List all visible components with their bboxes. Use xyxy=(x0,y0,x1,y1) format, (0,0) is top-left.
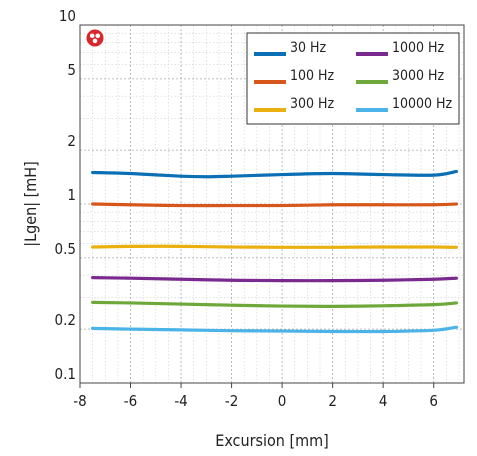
x-axis-title: Excursion [mm] xyxy=(215,431,329,450)
x-tick-label: 4 xyxy=(379,392,388,410)
series-line-100-hz xyxy=(91,202,459,208)
legend-label: 3000 Hz xyxy=(392,68,445,84)
y-axis-title: |Lgen| [mH] xyxy=(21,161,40,247)
x-tick-label: -2 xyxy=(225,392,238,410)
series-line-300-hz xyxy=(91,244,459,249)
legend-label: 300 Hz xyxy=(290,96,335,112)
series-line-30-hz xyxy=(91,169,459,179)
y-axis-ticks: 0.1 0.2 0.5 1 2 5 10 xyxy=(55,7,76,383)
plot-frame xyxy=(79,24,465,384)
legend-label: 10000 Hz xyxy=(392,96,453,112)
y-tick-label: 1 xyxy=(67,186,76,204)
legend-label: 1000 Hz xyxy=(392,40,445,56)
y-tick-label: 2 xyxy=(67,132,76,150)
y-tick-label: 0.1 xyxy=(55,365,76,383)
x-tick-label: -6 xyxy=(124,392,137,410)
legend: 30 Hz 100 Hz 300 Hz 1000 Hz 3000 Hz 10000 Hz xyxy=(246,32,460,125)
y-tick-label: 10 xyxy=(59,7,76,25)
x-tick-label: 0 xyxy=(278,392,287,410)
legend-label: 30 Hz xyxy=(290,40,326,56)
series-line-10000-hz xyxy=(91,325,459,334)
y-tick-label: 0.2 xyxy=(55,311,76,329)
series-line-3000-hz xyxy=(91,300,459,308)
y-tick-label: 0.5 xyxy=(55,240,76,258)
series-line-1000-hz xyxy=(91,276,459,283)
x-tick-label: 6 xyxy=(429,392,438,410)
legend-label: 100 Hz xyxy=(290,68,335,84)
series-lines xyxy=(91,169,459,334)
speaker-logo-icon xyxy=(86,29,104,47)
x-axis-ticks: -8 -6 -4 -2 0 2 4 6 xyxy=(73,383,438,410)
x-tick-label: -4 xyxy=(174,392,187,410)
x-tick-label: 2 xyxy=(328,392,337,410)
y-tick-label: 5 xyxy=(67,61,76,79)
x-tick-label: -8 xyxy=(73,392,86,410)
